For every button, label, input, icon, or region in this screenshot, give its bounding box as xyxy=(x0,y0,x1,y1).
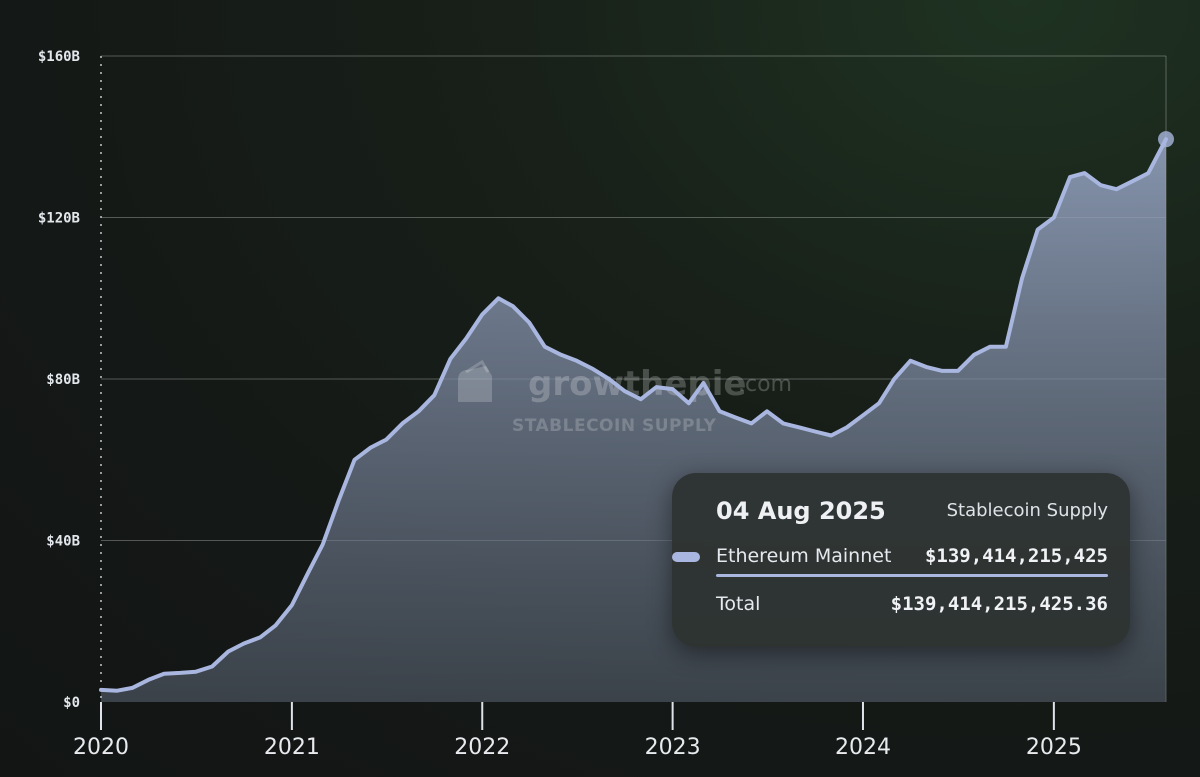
series-line xyxy=(99,137,1168,693)
y-tick-label: $0 xyxy=(63,695,80,711)
tooltip-series-name: Ethereum Mainnet xyxy=(716,545,892,567)
watermark-subtitle: STABLECOIN SUPPLY xyxy=(512,416,717,436)
tooltip-series-underline xyxy=(716,574,1108,577)
x-tick-label: 2022 xyxy=(454,735,510,760)
x-tick-label: 2025 xyxy=(1026,735,1082,760)
growthepie-logo-icon xyxy=(458,359,492,402)
y-tick-label: $40B xyxy=(46,534,80,550)
x-tick-label: 2020 xyxy=(73,735,129,760)
series-layer xyxy=(99,131,1174,693)
x-tick-label: 2024 xyxy=(835,735,891,760)
tooltip-total-value: $139,414,215,425.36 xyxy=(890,593,1108,615)
tooltip-total-label: Total xyxy=(716,593,761,615)
x-tick-label: 2023 xyxy=(645,735,701,760)
y-tick-label: $80B xyxy=(46,372,80,388)
series-color-swatch xyxy=(672,552,700,562)
axes: $0 $40B $80B $120B $160B 2020 2021 2022 2023 2024… xyxy=(38,49,1082,760)
x-tick-label: 2021 xyxy=(264,735,320,760)
y-tick-label: $160B xyxy=(38,49,80,65)
watermark-domain: .com xyxy=(738,372,792,397)
tooltip-date: 04 Aug 2025 xyxy=(716,497,886,525)
tooltip-series-value: $139,414,215,425 xyxy=(924,545,1108,567)
chart-tooltip: 04 Aug 2025 Stablecoin Supply Ethereum M… xyxy=(672,473,1130,647)
tooltip-metric: Stablecoin Supply xyxy=(946,500,1108,521)
hover-point-marker[interactable] xyxy=(1158,131,1174,148)
y-tick-label: $120B xyxy=(38,211,80,227)
